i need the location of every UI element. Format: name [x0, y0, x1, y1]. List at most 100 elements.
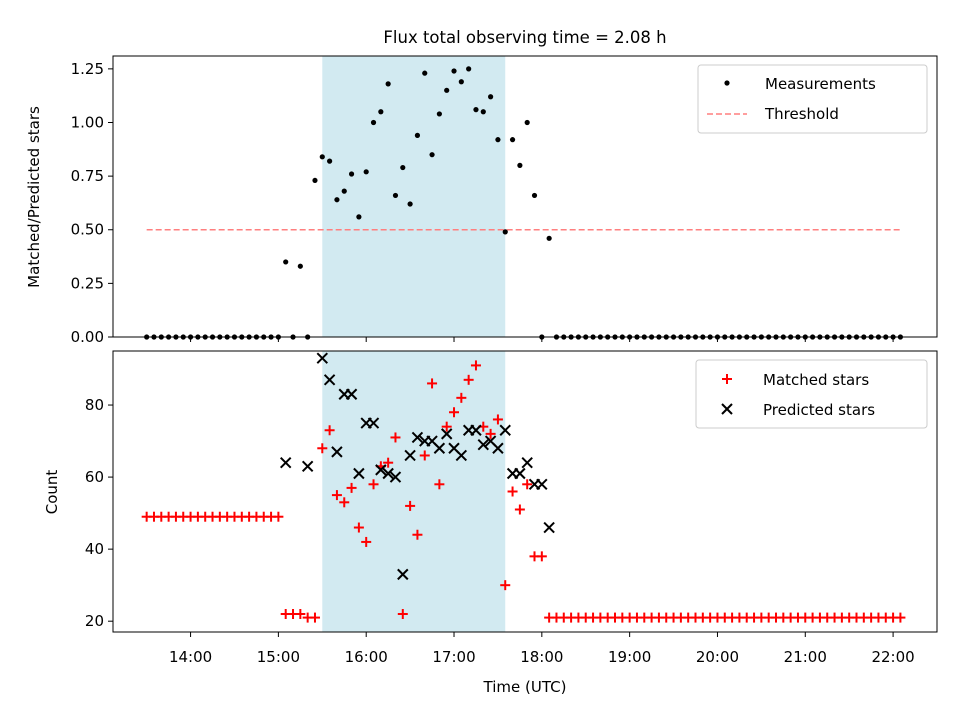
matched-star-point [353, 522, 364, 533]
top-highlight-band [322, 56, 506, 337]
predicted-star-point [521, 456, 533, 469]
legend-predicted-marker [721, 403, 733, 415]
matched-star-point [419, 450, 430, 461]
predicted-star-point [536, 478, 548, 491]
top-title: Flux total observing time = 2.08 h [383, 28, 666, 47]
bottom-y-tick-label: 60 [85, 468, 104, 486]
predicted-star-point [375, 464, 387, 476]
matched-star-point [390, 432, 401, 443]
bottom-x-axis: 14:00 15:00 16:00 17:00 18:00 19:00 20:00 21:00… [169, 632, 915, 666]
top-x-ticks [190, 337, 894, 342]
top-y-label: Matched/Predicted stars [25, 106, 43, 288]
legend-matched-label: Matched stars [763, 371, 869, 389]
measurement-point [444, 87, 450, 93]
measurement-point [546, 235, 552, 241]
predicted-star-point [316, 352, 329, 364]
matched-star-point [536, 551, 547, 562]
measurement-point [319, 154, 325, 160]
measurement-point [407, 201, 413, 207]
predicted-star-point [367, 417, 380, 429]
measurement-point [502, 229, 508, 235]
matched-star-point [309, 612, 320, 623]
measurement-point [451, 68, 457, 74]
measurement-point [400, 164, 406, 171]
bottom-y-tick-label: 20 [85, 612, 104, 630]
matched-star-point [412, 529, 423, 540]
matched-star-point [383, 457, 394, 468]
predicted-star-point [301, 460, 314, 472]
measurement-point [392, 192, 399, 199]
predicted-star-point [323, 374, 336, 386]
bottom-x-tick-label: 19:00 [608, 648, 651, 666]
predicted-star-point [397, 568, 409, 581]
measurement-point [312, 177, 318, 184]
matched-star-point [463, 374, 474, 385]
matched-star-point [331, 490, 342, 501]
top-legend: Measurements Threshold [697, 64, 928, 134]
matched-star-point [346, 482, 357, 493]
predicted-star-point [389, 471, 402, 483]
bottom-y-label: Count [43, 470, 61, 515]
matched-star-point [507, 486, 518, 497]
predicted-star-point [404, 449, 416, 462]
predicted-star-point [279, 456, 292, 469]
top-legend-box [697, 64, 928, 134]
measurement-point [327, 158, 333, 164]
matched-star-point [295, 608, 306, 619]
measurement-point [488, 94, 494, 100]
top-y-tick-label: 0.75 [71, 167, 104, 185]
bottom-y-tick-label: 40 [85, 540, 104, 558]
legend-threshold-label: Threshold [764, 105, 839, 123]
measurement-point [385, 81, 391, 87]
measurement-point [370, 119, 377, 126]
matched-star-point [361, 536, 372, 547]
matched-star-point [405, 500, 416, 511]
measurement-point [348, 171, 355, 177]
predicted-star-point [455, 449, 468, 462]
matched-star-point [514, 504, 525, 515]
measurement-point [378, 109, 384, 115]
top-y-tick-label: 0.50 [71, 221, 104, 239]
predicted-star-point [345, 388, 358, 400]
bottom-x-tick-label: 21:00 [784, 648, 827, 666]
matched-star-point [470, 360, 481, 371]
matched-star-point [485, 428, 496, 439]
measurement-point [517, 162, 523, 168]
predicted-star-point [470, 424, 482, 436]
matched-star-point [456, 392, 467, 403]
measurement-point [422, 70, 428, 76]
top-y-tick-label: 0.00 [71, 328, 104, 346]
matched-star-point [317, 443, 328, 454]
top-y-tick-label: 0.25 [71, 274, 104, 292]
bottom-panel: 20 40 60 80 14:00 15:00 16:00 17:00 18:00 19:00 2… [43, 350, 938, 696]
measurement-point [466, 66, 472, 72]
measurement-point [414, 132, 421, 138]
measurement-point [429, 152, 435, 158]
matched-star-point [368, 479, 379, 490]
bottom-legend: Matched stars Predicted stars [695, 359, 928, 429]
legend-matched-marker [722, 374, 732, 384]
predicted-star-point [543, 521, 555, 534]
predicted-star-point [433, 442, 446, 454]
measurement-point [363, 169, 369, 175]
bottom-axes-frame [112, 350, 938, 633]
predicted-star-point [492, 442, 504, 454]
predicted-star-point [477, 438, 489, 451]
matched-star-point [500, 580, 511, 591]
predicted-star-point [514, 467, 526, 480]
measurement-point [356, 214, 362, 220]
bottom-y-tick-label: 80 [85, 396, 104, 414]
bottom-legend-box [695, 359, 928, 429]
top-panel: Flux total observing time = 2.08 h 0.00 0… [25, 28, 938, 346]
matched-star-point [492, 414, 503, 425]
top-axes-frame [112, 55, 938, 338]
top-y-tick-label: 1.00 [71, 113, 104, 131]
measurement-point [283, 259, 289, 265]
bottom-x-tick-label: 22:00 [871, 648, 914, 666]
predicted-star-point [353, 467, 365, 480]
matched-star-point [339, 497, 350, 508]
bottom-x-tick-label: 15:00 [257, 648, 300, 666]
predicted-star-point [411, 431, 424, 444]
bottom-x-tick-label: 16:00 [345, 648, 388, 666]
